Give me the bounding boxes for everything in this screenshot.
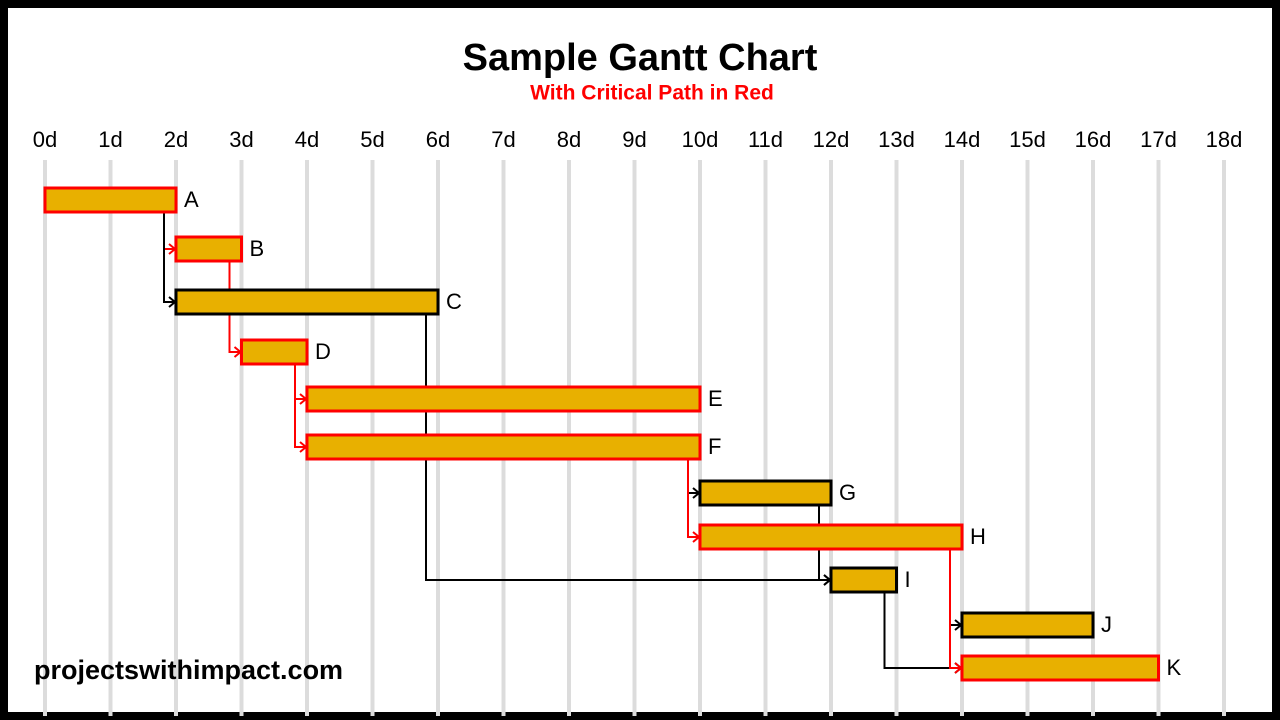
footer: projectswithimpact.com: [34, 655, 343, 685]
x-tick-label: 2d: [164, 127, 188, 152]
x-tick-label: 1d: [98, 127, 122, 152]
grid: [43, 160, 1226, 716]
task-label: F: [708, 434, 721, 459]
chart-title: Sample Gantt Chart: [463, 37, 818, 79]
x-tick-label: 0d: [33, 127, 57, 152]
x-tick-label: 6d: [426, 127, 450, 152]
dependency-line: [163, 212, 175, 303]
task-label: E: [708, 386, 723, 411]
task-bar: [698, 479, 833, 507]
x-tick-label: 13d: [878, 127, 915, 152]
task-bar: [960, 654, 1160, 682]
task-bar: [960, 611, 1095, 639]
task-label: C: [446, 289, 462, 314]
task-label: A: [184, 187, 199, 212]
task-label: D: [315, 339, 331, 364]
task-bar: [698, 523, 964, 551]
task-bar: [43, 186, 178, 214]
task-label: H: [970, 524, 986, 549]
x-tick-label: 10d: [682, 127, 719, 152]
dependency-line: [949, 549, 961, 669]
x-tick-label: 3d: [229, 127, 253, 152]
task-bar: [829, 566, 898, 594]
chart-subtitle: With Critical Path in Red: [530, 82, 774, 105]
x-tick-label: 5d: [360, 127, 384, 152]
task-bar: [174, 288, 440, 316]
x-tick-label: 12d: [813, 127, 850, 152]
bars: A B C D EF G H I J K: [43, 186, 1182, 682]
task-bar: [305, 385, 702, 413]
x-tick-label: 18d: [1206, 127, 1243, 152]
task-bar: [240, 338, 309, 366]
task-bar: [305, 433, 702, 461]
x-tick-label: 9d: [622, 127, 646, 152]
x-tick-label: 11d: [748, 127, 783, 152]
dependency-line: [687, 459, 699, 538]
x-tick-label: 4d: [295, 127, 319, 152]
task-label: J: [1101, 612, 1112, 637]
dependency-line: [294, 364, 306, 448]
task-bar: [174, 235, 243, 263]
x-tick-label: 16d: [1075, 127, 1112, 152]
task-label: K: [1167, 655, 1182, 680]
x-tick-label: 8d: [557, 127, 581, 152]
task-label: I: [905, 567, 911, 592]
task-label: G: [839, 480, 856, 505]
task-label: B: [250, 236, 265, 261]
dependency-line: [883, 592, 961, 669]
x-tick-label: 14d: [944, 127, 981, 152]
x-tick-label: 15d: [1009, 127, 1046, 152]
x-tick-label: 17d: [1140, 127, 1177, 152]
x-tick-label: 7d: [491, 127, 515, 152]
